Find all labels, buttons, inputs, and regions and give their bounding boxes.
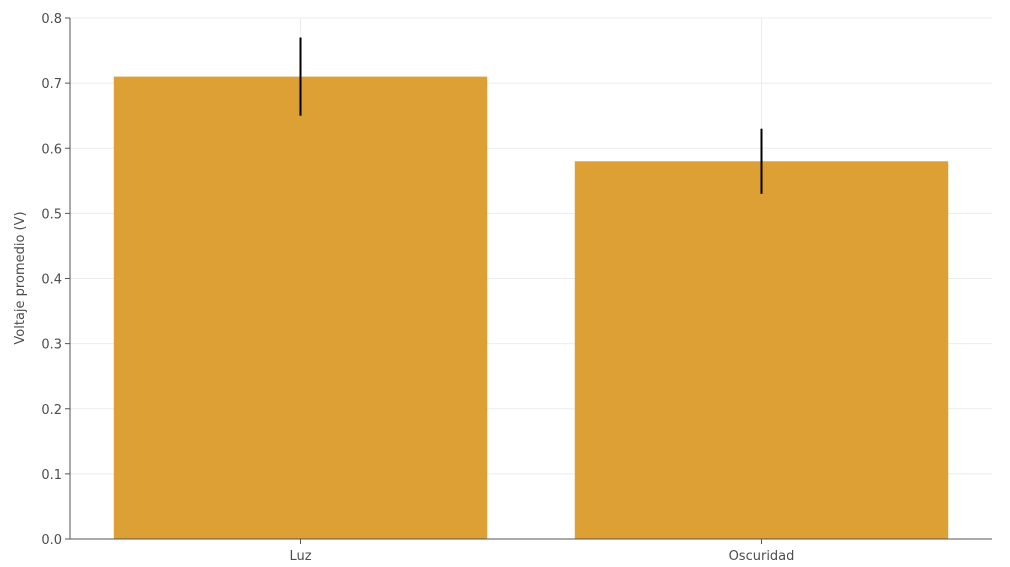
y-tick-label: 0.0: [41, 533, 62, 548]
x-tick-labels: Luz Oscuridad: [289, 539, 794, 564]
x-tick-label: Oscuridad: [729, 549, 795, 564]
y-tick-label: 0.2: [41, 403, 62, 418]
y-tick-label: 0.7: [41, 77, 62, 92]
bar-luz: [113, 76, 488, 540]
y-tick-labels: 0.0 0.1 0.2 0.3 0.4 0.5 0.6 0.7 0.8: [41, 12, 70, 548]
y-axis-label: Voltaje promedio (V): [13, 211, 28, 344]
bar-oscuridad: [574, 161, 949, 539]
bars: [113, 76, 949, 540]
y-tick-label: 0.3: [41, 338, 62, 353]
y-tick-label: 0.5: [41, 207, 62, 222]
y-tick-label: 0.1: [41, 468, 62, 483]
x-tick-label: Luz: [289, 549, 311, 564]
error-bars: [299, 37, 763, 194]
y-tick-label: 0.8: [41, 12, 62, 27]
y-tick-label: 0.6: [41, 142, 62, 157]
y-tick-label: 0.4: [41, 273, 62, 288]
